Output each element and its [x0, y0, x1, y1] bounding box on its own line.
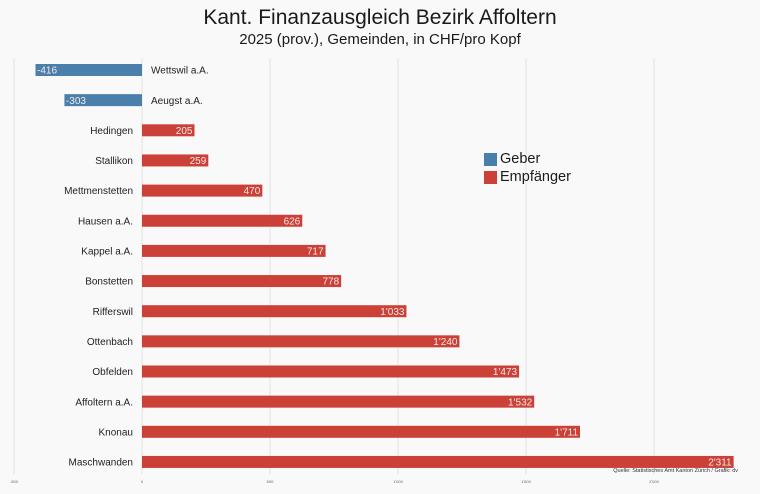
category-label: Affoltern a.A.	[75, 397, 133, 408]
legend-item-empfaenger: Empfänger	[484, 168, 571, 186]
x-tick-label: -500	[10, 479, 19, 484]
category-label: Rifferswil	[93, 307, 133, 318]
x-tick-label: 500	[267, 479, 274, 484]
bar-value-label: 470	[244, 186, 261, 197]
bar	[64, 94, 142, 107]
bar	[142, 455, 734, 468]
bar	[142, 275, 342, 288]
bar-value-label: 205	[176, 126, 193, 137]
legend-label-empfaenger: Empfänger	[500, 169, 571, 185]
legend: Geber Empfänger	[484, 150, 571, 186]
bar-value-label: 2'311	[708, 458, 732, 469]
bar-value-label: 717	[307, 247, 324, 258]
category-label: Bonstetten	[85, 277, 133, 288]
bars: -416 Wettswil a.A. -303 Aeugst a.A. 205 Hedin…	[35, 64, 734, 469]
category-label: Ottenbach	[87, 337, 133, 348]
category-label: Aeugst a.A.	[151, 96, 203, 107]
chart-subtitle: 2025 (prov.), Gemeinden, in CHF/pro Kopf	[239, 31, 521, 48]
bar	[35, 64, 143, 76]
source-note: Quelle: Statistisches Amt Kanton Zürich …	[613, 468, 738, 474]
bar	[142, 425, 581, 438]
bar-value-label: 1'473	[493, 367, 518, 378]
bar	[142, 124, 195, 137]
x-axis-ticks: -500 0 500 1'000 1'500 2'000	[10, 479, 660, 484]
bar-value-label: -416	[37, 66, 57, 77]
bar-value-label: 778	[322, 277, 339, 288]
category-label: Mettmenstetten	[64, 186, 133, 197]
bar	[142, 305, 407, 318]
bar-value-label: 259	[190, 156, 207, 167]
category-label: Hausen a.A.	[78, 216, 133, 227]
bar	[142, 214, 303, 227]
bar-value-label: 1'711	[555, 427, 579, 438]
chart-title: Kant. Finanzausgleich Bezirk Affoltern	[203, 6, 557, 29]
bar	[142, 154, 209, 167]
gridlines	[13, 58, 655, 474]
legend-swatch-geber	[484, 152, 497, 166]
category-label: Stallikon	[95, 156, 133, 167]
bar-value-label: -303	[66, 96, 86, 107]
bar	[142, 335, 460, 348]
x-tick-label: 1'500	[521, 479, 531, 484]
x-tick-label: 2'000	[649, 479, 659, 484]
category-label: Knonau	[99, 427, 133, 438]
bar-value-label: 1'532	[508, 397, 533, 408]
bar	[142, 244, 326, 257]
bar	[142, 365, 520, 378]
bar	[142, 184, 263, 197]
category-label: Wettswil a.A.	[151, 66, 209, 77]
bar-value-label: 1'033	[380, 307, 405, 318]
bar	[142, 395, 535, 408]
legend-swatch-empfaenger	[484, 170, 497, 184]
bar-value-label: 626	[284, 216, 301, 227]
category-label: Maschwanden	[69, 458, 133, 469]
x-tick-label: 0	[141, 479, 144, 484]
x-tick-label: 1'000	[393, 479, 403, 484]
bar-value-label: 1'240	[433, 337, 458, 348]
legend-item-geber: Geber	[484, 150, 571, 168]
legend-label-geber: Geber	[500, 151, 541, 167]
category-label: Obfelden	[92, 367, 133, 378]
category-label: Kappel a.A.	[81, 247, 133, 258]
category-label: Hedingen	[90, 126, 133, 137]
